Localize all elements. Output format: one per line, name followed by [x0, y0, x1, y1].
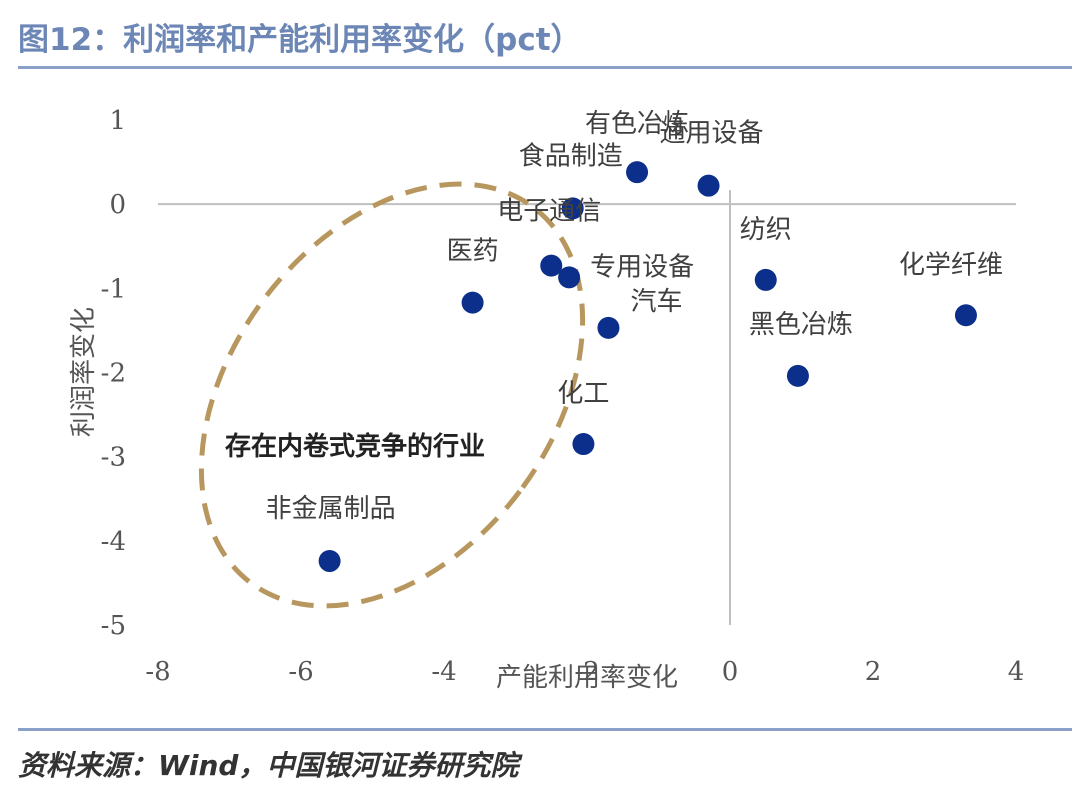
data-point	[954, 304, 977, 327]
data-point	[786, 364, 809, 387]
point-label: 通用设备	[660, 119, 764, 149]
point-label: 食品制造	[519, 141, 623, 171]
y-tick-label: -3	[101, 443, 126, 473]
point-label: 医药	[447, 237, 499, 267]
point-label: 电子通信	[497, 197, 601, 227]
x-tick-label: -6	[288, 657, 313, 687]
top-divider	[18, 66, 1072, 69]
data-point	[572, 433, 595, 456]
x-tick-label: -4	[431, 657, 456, 687]
y-tick-label: -1	[101, 274, 126, 304]
x-tick-label: 2	[865, 657, 882, 687]
point-label: 化学纤维	[899, 250, 1003, 280]
point-label: 化工	[557, 379, 609, 409]
bottom-divider	[18, 728, 1072, 731]
x-tick-label: -2	[574, 657, 599, 687]
data-point	[754, 268, 777, 291]
highlight-ellipse	[198, 181, 586, 609]
x-tick-label: 4	[1008, 657, 1025, 687]
point-label: 黑色冶炼	[749, 310, 853, 340]
x-axis-title: 产能利用率变化	[496, 663, 678, 693]
y-tick-label: -5	[101, 611, 126, 641]
data-point	[540, 254, 563, 277]
point-label: 纺织	[740, 215, 792, 245]
y-tick-label: 0	[109, 190, 126, 220]
data-point	[461, 291, 484, 314]
data-point	[558, 266, 581, 289]
annotation-label: 存在内卷式竞争的行业	[225, 431, 485, 462]
y-axis-title: 利润率变化	[69, 307, 99, 437]
point-label: 非金属制品	[266, 494, 396, 524]
data-point	[697, 174, 720, 197]
data-point	[561, 197, 584, 220]
y-tick-label: -2	[101, 359, 126, 389]
data-point	[318, 550, 341, 573]
x-tick-label: 0	[722, 657, 739, 687]
data-point	[597, 316, 620, 339]
point-label: 有色冶炼	[585, 109, 689, 139]
data-point	[626, 161, 649, 184]
chart-title: 图12：利润率和产能利用率变化（pct）	[18, 22, 582, 58]
y-tick-label: -4	[101, 527, 126, 557]
point-label: 专用设备	[590, 252, 694, 282]
y-tick-label: 1	[109, 106, 126, 136]
source-note: 资料来源：Wind，中国银河证券研究院	[18, 749, 519, 782]
point-label: 汽车	[630, 287, 682, 317]
x-tick-label: -8	[145, 657, 170, 687]
